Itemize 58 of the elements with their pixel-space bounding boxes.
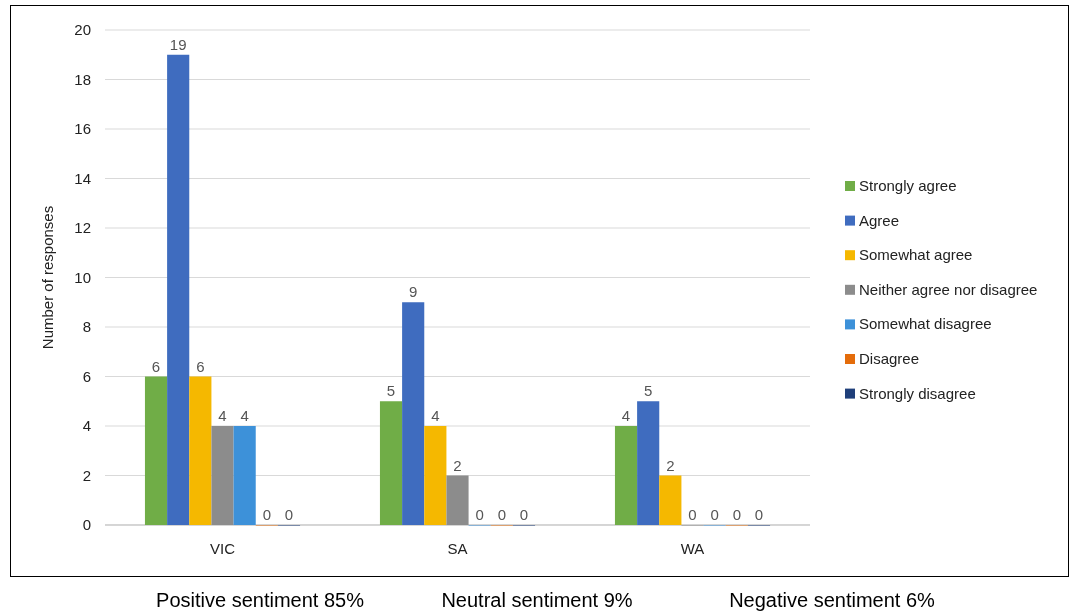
data-label: 0	[710, 506, 719, 523]
x-tick-label: SA	[447, 539, 468, 557]
data-label: 0	[262, 506, 271, 523]
y-tick-label: 0	[82, 516, 91, 534]
data-label: 4	[621, 407, 631, 424]
data-label: 4	[431, 407, 440, 424]
y-tick-label: 8	[82, 318, 91, 336]
data-label: 0	[284, 506, 294, 523]
y-tick-label: 16	[74, 120, 91, 138]
bar	[446, 475, 469, 525]
legend-label: Neither agree nor disagree	[859, 280, 1038, 298]
data-label: 2	[666, 456, 675, 474]
legend-label: Agree	[859, 211, 900, 229]
legend-label: Strongly disagree	[859, 384, 976, 402]
bar	[189, 376, 212, 525]
bar	[233, 426, 256, 525]
data-label: 5	[386, 382, 396, 400]
bar	[659, 475, 682, 525]
data-label: 19	[169, 35, 187, 53]
y-tick-label: 10	[74, 268, 91, 286]
legend-label: Strongly agree	[859, 177, 957, 194]
text: Neutral sentiment 9%	[441, 589, 633, 611]
data-label: 0	[688, 506, 697, 523]
data-label: 0	[754, 506, 764, 523]
x-tick-label: WA	[680, 539, 705, 557]
data-label: 4	[240, 407, 249, 424]
bar	[402, 302, 425, 525]
data-label: 0	[475, 506, 484, 523]
bar	[379, 401, 403, 525]
legend-label: Somewhat disagree	[859, 315, 992, 333]
bar	[424, 426, 447, 525]
data-label: 2	[453, 456, 462, 474]
data-label: 5	[644, 382, 653, 400]
y-tick-label: 14	[74, 169, 91, 187]
y-tick-label: 2	[82, 466, 91, 484]
bar	[144, 376, 168, 525]
data-label: 0	[732, 506, 741, 523]
legend-label: Disagree	[859, 350, 920, 367]
y-axis-title: Number of responses	[39, 205, 56, 350]
data-label: 0	[519, 506, 529, 523]
data-label: 0	[497, 506, 506, 523]
y-tick-label: 20	[74, 21, 91, 39]
data-label: 6	[196, 357, 205, 375]
data-label: 6	[151, 357, 161, 375]
bar	[637, 401, 660, 525]
y-tick-label: 4	[82, 417, 91, 435]
legend-label: Somewhat agree	[859, 246, 973, 264]
text: Negative sentiment 6%	[729, 589, 936, 611]
data-label: 4	[218, 407, 227, 424]
data-label: 9	[409, 283, 418, 301]
x-tick-label: VIC	[209, 539, 236, 557]
y-tick-label: 18	[74, 70, 91, 88]
y-tick-label: 12	[74, 219, 91, 237]
bar	[167, 54, 190, 525]
bar	[614, 426, 638, 525]
y-tick-label: 6	[82, 367, 91, 385]
text: Positive sentiment 85%	[156, 589, 365, 611]
bar	[211, 426, 234, 525]
